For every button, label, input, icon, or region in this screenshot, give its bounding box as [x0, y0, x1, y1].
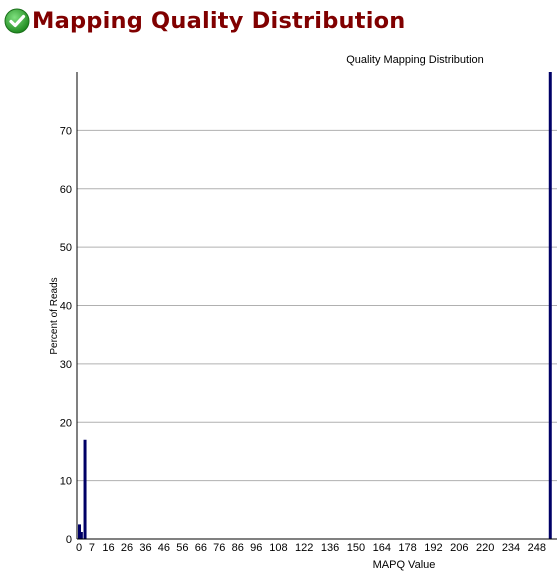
y-tick-label: 30: [60, 359, 72, 371]
x-tick-label: 206: [450, 542, 468, 554]
bar: [79, 531, 83, 539]
x-tick-label: 36: [139, 542, 151, 554]
x-tick-label: 86: [232, 542, 244, 554]
y-tick-label: 20: [60, 417, 72, 429]
x-tick-label: 76: [213, 542, 225, 554]
bar: [83, 439, 87, 539]
axes: [76, 72, 557, 540]
x-tick-label: 136: [321, 542, 339, 554]
x-tick-label: 56: [176, 542, 188, 554]
x-tick-label: 108: [269, 542, 287, 554]
y-tick-label: 0: [66, 534, 72, 546]
y-tick-label: 10: [60, 476, 72, 488]
mapq-chart: Quality Mapping Distribution 0 10 20 30 40 50…: [49, 54, 557, 571]
chart-title: Quality Mapping Distribution: [346, 54, 484, 66]
y-tick-label: 60: [60, 184, 72, 196]
x-tick-label: 178: [398, 542, 416, 554]
x-tick-label: 26: [121, 542, 133, 554]
x-tick-label: 234: [502, 542, 520, 554]
bar: [78, 524, 81, 539]
y-tick-label: 70: [60, 125, 72, 137]
x-tick-label: 96: [250, 542, 262, 554]
bar: [548, 72, 552, 539]
x-axis-label: MAPQ Value: [373, 559, 436, 571]
x-tick-label: 66: [195, 542, 207, 554]
x-tick-label: 16: [102, 542, 114, 554]
y-tick-label: 40: [60, 301, 72, 313]
x-tick-label: 0: [76, 542, 82, 554]
x-tick-label: 7: [89, 542, 95, 554]
y-tick-label: 50: [60, 242, 72, 254]
page-header: Mapping Quality Distribution: [4, 4, 405, 38]
x-tick-label: 164: [373, 542, 391, 554]
x-tick-labels: 0 7 16 26 36 46 56 66 76 86 96 108 122 136 150 164 178 19…: [76, 542, 546, 554]
x-tick-label: 46: [158, 542, 170, 554]
x-tick-label: 248: [528, 542, 546, 554]
x-tick-label: 150: [347, 542, 365, 554]
grid-lines: [77, 129, 557, 482]
x-tick-label: 220: [476, 542, 494, 554]
page-title: Mapping Quality Distribution: [32, 8, 406, 34]
x-tick-label: 122: [295, 542, 313, 554]
x-tick-label: 192: [424, 542, 442, 554]
check-icon: [4, 8, 30, 34]
bars: [78, 72, 552, 539]
y-axis-label: Percent of Reads: [49, 277, 60, 354]
y-tick-labels: 0 10 20 30 40 50 60 70: [60, 125, 72, 546]
